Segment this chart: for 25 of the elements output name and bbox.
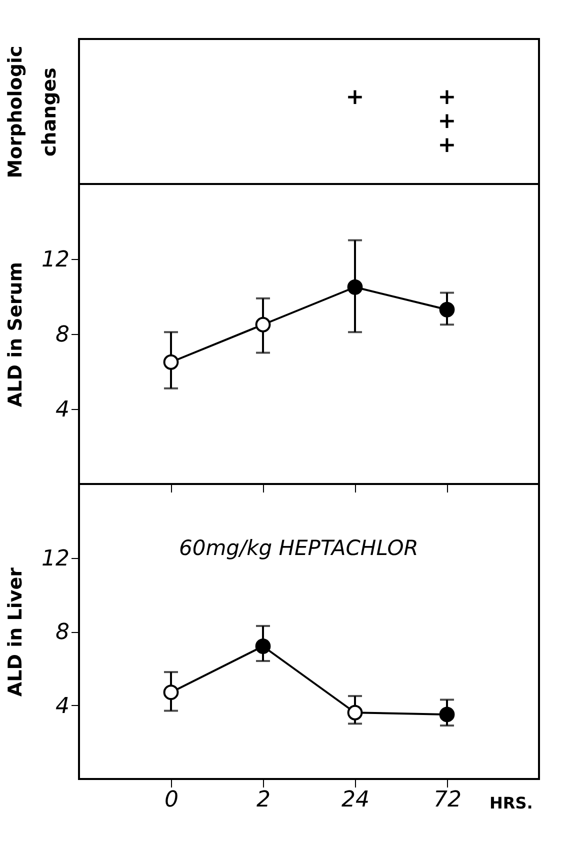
point [347,704,363,720]
annotation: 60mg/kg HEPTACHLOR [179,536,418,560]
y-axis-title: ALD in Serum [4,262,27,408]
point [439,706,455,722]
x-axis-title: HRS. [490,794,533,812]
y-tick-label: 4 [56,398,70,422]
text: + [346,85,364,110]
y-tick-label: 8 [56,322,70,348]
x-tick-label: 2 [256,788,270,812]
x-tick-label: 72 [434,788,462,812]
y-tick-label: 12 [42,248,70,272]
point [439,302,455,318]
x-tick-label: 0 [164,788,178,812]
point [163,354,179,370]
x-tick-label: 24 [342,788,370,812]
point [347,279,363,295]
y-tick-label: 4 [56,694,70,719]
y-tick-label: 12 [42,546,70,572]
point [255,316,271,332]
point [163,684,179,700]
y-axis-title: ALD in Liver [4,566,27,697]
text: Morphologic changes [4,46,60,178]
text: + + + [438,85,456,158]
y-tick-label: 8 [56,620,70,645]
point [255,638,271,654]
